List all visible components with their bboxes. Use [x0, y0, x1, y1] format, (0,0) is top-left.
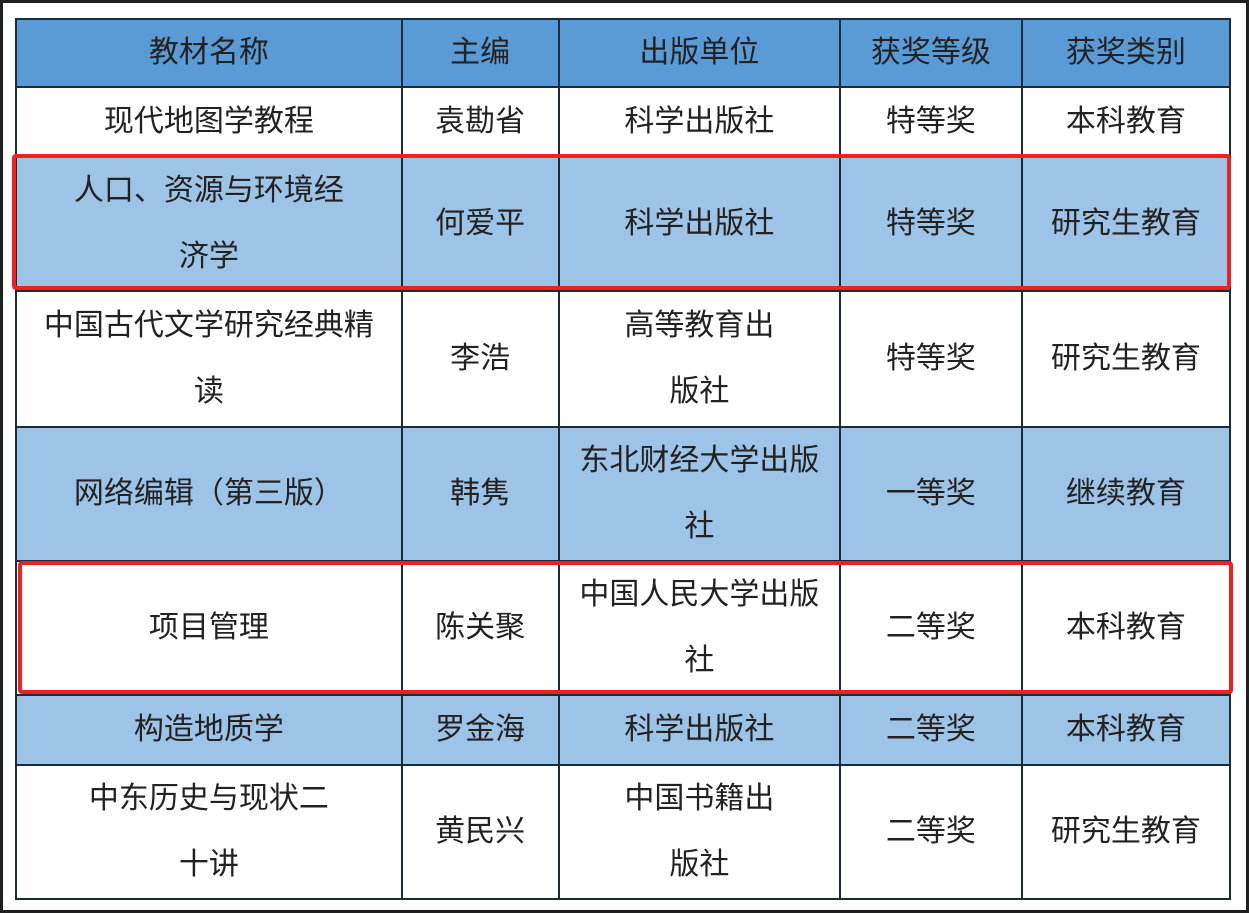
cell-level: 特等奖 — [839, 290, 1023, 428]
cell-name: 中国古代文学研究经典精读 — [15, 290, 403, 428]
table-row: 中国古代文学研究经典精读 李浩 高等教育出版社 特等奖 研究生教育 — [15, 290, 1232, 428]
table-row: 人口、资源与环境经济学 何爱平 科学出版社 特等奖 研究生教育 — [15, 156, 1232, 292]
header-publisher: 出版单位 — [557, 18, 842, 88]
cell-publisher: 科学出版社 — [557, 86, 842, 158]
cell-category: 本科教育 — [1020, 560, 1232, 696]
cell-editor: 李浩 — [400, 290, 560, 428]
cell-editor: 黄民兴 — [400, 764, 560, 900]
cell-name: 项目管理 — [15, 560, 403, 696]
cell-level: 二等奖 — [839, 764, 1023, 900]
cell-category: 本科教育 — [1020, 86, 1232, 158]
cell-category: 继续教育 — [1020, 426, 1232, 562]
cell-level: 一等奖 — [839, 426, 1023, 562]
cell-name: 构造地质学 — [15, 694, 403, 766]
cell-level: 二等奖 — [839, 560, 1023, 696]
cell-category: 本科教育 — [1020, 694, 1232, 766]
table-row: 中东历史与现状二十讲 黄民兴 中国书籍出版社 二等奖 研究生教育 — [15, 764, 1232, 900]
cell-editor: 陈关聚 — [400, 560, 560, 696]
cell-publisher: 中国书籍出版社 — [557, 764, 842, 900]
award-table: 教材名称 主编 出版单位 获奖等级 获奖类别 现代地图学教程 袁勘省 科学出版社… — [15, 18, 1232, 900]
cell-level: 特等奖 — [839, 156, 1023, 292]
header-award-level: 获奖等级 — [839, 18, 1023, 88]
cell-category: 研究生教育 — [1020, 290, 1232, 428]
table-row: 现代地图学教程 袁勘省 科学出版社 特等奖 本科教育 — [15, 86, 1232, 158]
cell-level: 二等奖 — [839, 694, 1023, 766]
cell-editor: 罗金海 — [400, 694, 560, 766]
cell-editor: 袁勘省 — [400, 86, 560, 158]
table-row: 项目管理 陈关聚 中国人民大学出版社 二等奖 本科教育 — [15, 560, 1232, 696]
cell-name: 人口、资源与环境经济学 — [15, 156, 403, 292]
cell-publisher: 中国人民大学出版社 — [557, 560, 842, 696]
cell-name: 中东历史与现状二十讲 — [15, 764, 403, 900]
header-textbook-name: 教材名称 — [15, 18, 403, 88]
header-award-category: 获奖类别 — [1020, 18, 1232, 88]
table-row: 网络编辑（第三版） 韩隽 东北财经大学出版社 一等奖 继续教育 — [15, 426, 1232, 562]
table-header-row: 教材名称 主编 出版单位 获奖等级 获奖类别 — [15, 18, 1232, 88]
cell-publisher: 东北财经大学出版社 — [557, 426, 842, 562]
cell-category: 研究生教育 — [1020, 764, 1232, 900]
cell-publisher: 高等教育出版社 — [557, 290, 842, 428]
cell-publisher: 科学出版社 — [557, 156, 842, 292]
cell-editor: 韩隽 — [400, 426, 560, 562]
cell-category: 研究生教育 — [1020, 156, 1232, 292]
cell-editor: 何爱平 — [400, 156, 560, 292]
cell-publisher: 科学出版社 — [557, 694, 842, 766]
cell-level: 特等奖 — [839, 86, 1023, 158]
cell-name: 现代地图学教程 — [15, 86, 403, 158]
header-editor: 主编 — [400, 18, 560, 88]
table-row: 构造地质学 罗金海 科学出版社 二等奖 本科教育 — [15, 694, 1232, 766]
cell-name: 网络编辑（第三版） — [15, 426, 403, 562]
